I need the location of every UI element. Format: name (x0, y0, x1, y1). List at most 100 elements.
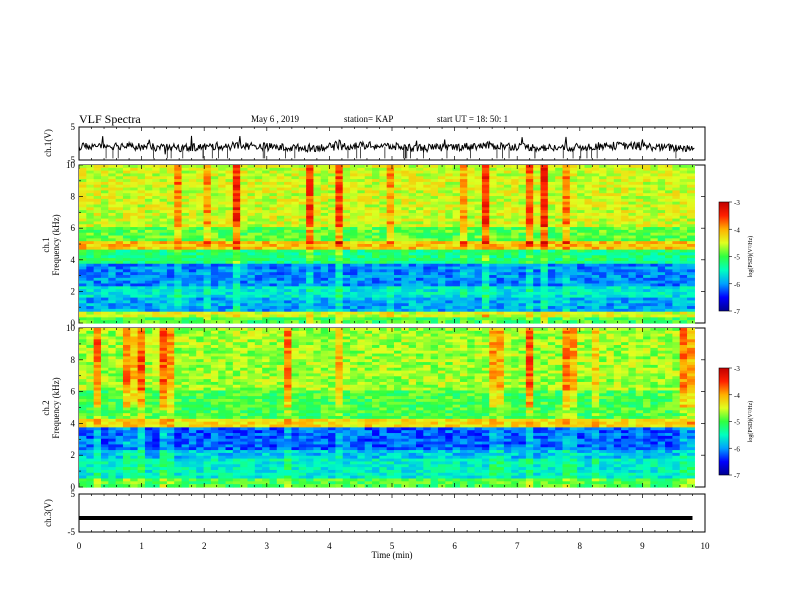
spectrogram-cell (599, 300, 608, 304)
spectrogram-cell (225, 266, 234, 270)
spectrogram-cell (643, 176, 652, 180)
spectrogram-cell (372, 244, 380, 248)
spectrogram-cell (196, 260, 205, 265)
spectrogram-cell (665, 249, 673, 254)
spectrogram-cell (181, 165, 190, 169)
spectrogram-cell (533, 246, 542, 251)
spectrogram-cell (284, 176, 293, 180)
spectrogram-cell (386, 294, 395, 299)
spectrogram-cell (445, 255, 454, 259)
spectrogram-cell (181, 181, 190, 186)
spectrogram-cell (188, 263, 197, 268)
spectrogram-cell (350, 320, 358, 324)
spectrogram-cell (276, 238, 285, 242)
spectrogram-cell (342, 238, 351, 242)
spectrogram-cell (225, 308, 234, 313)
spectrogram-cell (423, 179, 432, 183)
spectrogram-cell (335, 311, 344, 316)
spectrogram-cell (672, 258, 681, 262)
spectrogram-cell (533, 173, 542, 177)
spectrogram-cell (137, 280, 146, 285)
spectrogram-cell (511, 255, 520, 259)
spectrogram-cell (130, 184, 139, 189)
spectrogram-cell (291, 235, 300, 239)
spectrogram-cell (232, 215, 241, 220)
spectrogram-cell (643, 289, 652, 293)
spectrogram-cell (254, 238, 263, 242)
spectrogram-cell (306, 235, 315, 239)
spectrogram-cell (144, 244, 153, 248)
spectrogram-cell (357, 196, 366, 200)
spectrogram-cell (415, 289, 424, 293)
spectrogram-cell (247, 272, 256, 276)
spectrogram-cell (606, 277, 615, 282)
spectrogram-cell (394, 263, 402, 268)
spectrogram-cell (364, 258, 373, 262)
spectrogram-cell (584, 311, 593, 316)
spectrogram-cell (562, 306, 571, 310)
spectrogram-cell (144, 238, 153, 242)
spectrogram-cell (232, 300, 241, 304)
spectrogram-cell (415, 167, 424, 172)
spectrogram-cell (394, 207, 402, 211)
spectrogram-cell (152, 308, 161, 313)
spectrogram-cell (291, 176, 300, 180)
spectrogram-cell (100, 165, 109, 169)
spectrogram-cell (415, 212, 424, 217)
spectrogram-cell (335, 294, 344, 299)
spectrogram-cell (210, 277, 219, 282)
spectrogram-cell (328, 212, 336, 217)
spectrogram-cell (372, 266, 380, 270)
spectrogram-cell (276, 193, 285, 197)
spectrogram-cell (511, 235, 520, 239)
spectrogram-cell (437, 229, 446, 234)
spectrogram-cell (445, 187, 454, 191)
spectrogram-cell (496, 255, 505, 259)
spectrogram-cell (687, 238, 695, 242)
spectrogram-cell (159, 179, 168, 183)
spectrogram-cell (467, 277, 476, 282)
spectrogram-cell (269, 303, 278, 307)
spectrogram-cell (137, 303, 146, 307)
spectrogram-cell (635, 249, 644, 254)
spectrogram-cell (335, 207, 344, 211)
spectrogram-cell (130, 269, 139, 273)
spectrogram-cell (174, 320, 183, 324)
spectrogram-cell (657, 221, 666, 225)
spectrogram-cell (379, 314, 388, 318)
spectrogram-cell (613, 201, 622, 206)
spectrogram-cell (115, 280, 124, 285)
spectrogram-cell (269, 224, 278, 228)
spectrogram-cell (577, 244, 586, 248)
spectrogram-cell (130, 255, 139, 259)
spectrogram-cell (511, 210, 520, 214)
spectrogram-cell (357, 244, 366, 248)
spectrogram-cell (218, 333, 227, 338)
spectrogram-cell (93, 218, 102, 223)
spectrogram-cell (100, 308, 109, 313)
spectrogram-cell (394, 306, 402, 310)
spectrogram-cell (533, 260, 542, 265)
spectrogram-cell (174, 238, 183, 242)
spectrogram-cell (254, 241, 263, 245)
spectrogram-cell (562, 235, 571, 239)
spectrogram-cell (108, 280, 117, 285)
spectrogram-cell (181, 170, 190, 175)
spectrogram-cell (137, 269, 146, 273)
spectrogram-cell (379, 291, 388, 296)
spectrogram-cell (86, 260, 95, 265)
spectrogram-cell (276, 179, 285, 183)
spectrogram-cell (108, 210, 117, 214)
spectrogram-cell (467, 252, 476, 256)
spectrogram-cell (379, 207, 388, 211)
spectrogram-cell (657, 272, 666, 276)
spectrogram-cell (621, 181, 630, 186)
spectrogram-cell (254, 218, 263, 223)
spectrogram-cell (130, 275, 139, 279)
spectrogram-cell (430, 252, 439, 256)
spectrogram-cell (650, 320, 659, 324)
spectrogram-cell (657, 235, 666, 239)
spectrogram-cell (628, 252, 637, 256)
spectrogram-cell (364, 266, 373, 270)
spectrogram-cell (320, 306, 329, 310)
